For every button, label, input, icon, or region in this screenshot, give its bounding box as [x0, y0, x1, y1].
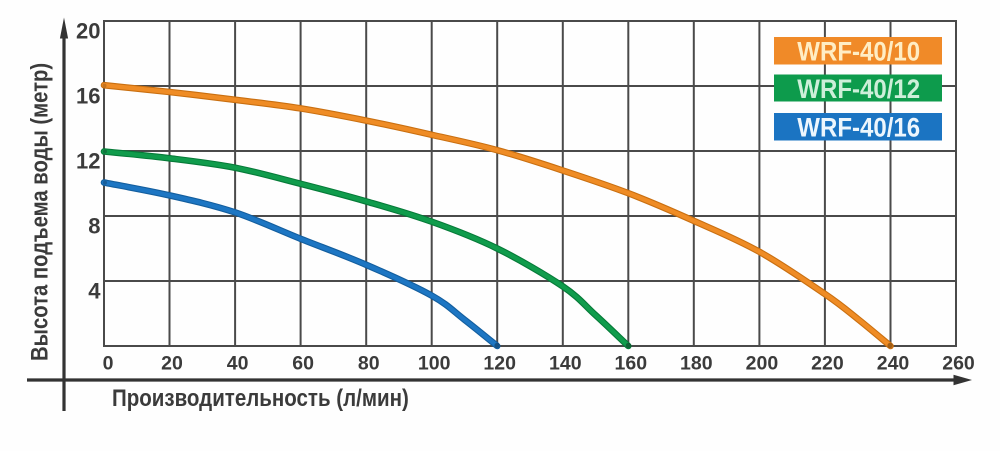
svg-text:240: 240 [877, 353, 910, 375]
svg-text:8: 8 [88, 214, 100, 239]
svg-text:16: 16 [76, 84, 100, 109]
svg-text:WRF-40/12: WRF-40/12 [797, 75, 920, 105]
svg-text:WRF-40/10: WRF-40/10 [797, 37, 920, 67]
svg-text:40: 40 [227, 353, 249, 375]
svg-text:260: 260 [942, 353, 975, 375]
svg-text:200: 200 [746, 353, 779, 375]
svg-text:120: 120 [483, 353, 516, 375]
svg-text:80: 80 [358, 353, 380, 375]
svg-text:20: 20 [161, 353, 183, 375]
svg-text:Производительность (л/мин): Производительность (л/мин) [112, 385, 409, 412]
svg-text:60: 60 [292, 353, 314, 375]
svg-text:4: 4 [88, 279, 101, 304]
svg-text:20: 20 [76, 19, 100, 44]
svg-text:WRF-40/16: WRF-40/16 [797, 113, 920, 143]
svg-text:0: 0 [103, 353, 114, 375]
svg-text:100: 100 [418, 353, 451, 375]
svg-text:Высота подъема воды (метр): Высота подъема воды (метр) [26, 63, 53, 361]
svg-text:220: 220 [811, 353, 844, 375]
svg-text:140: 140 [549, 353, 582, 375]
svg-text:12: 12 [76, 149, 100, 174]
svg-text:180: 180 [680, 353, 713, 375]
svg-text:160: 160 [615, 353, 648, 375]
